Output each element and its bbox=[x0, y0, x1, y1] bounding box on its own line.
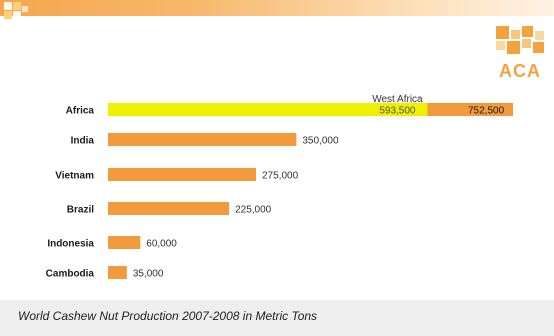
bar-indonesia bbox=[108, 236, 141, 249]
bar-cambodia bbox=[108, 266, 127, 279]
category-label: Cambodia bbox=[46, 269, 95, 280]
data-label: 275,000 bbox=[262, 171, 299, 182]
bar-segment-west-africa bbox=[108, 103, 428, 116]
data-label: 35,000 bbox=[133, 269, 164, 280]
corner-logo-icon bbox=[4, 2, 28, 19]
header-bar bbox=[0, 0, 554, 16]
category-label: India bbox=[71, 136, 95, 147]
category-label: Vietnam bbox=[55, 171, 94, 182]
bar-india bbox=[108, 133, 297, 146]
data-label: 350,000 bbox=[302, 136, 339, 147]
category-label: Indonesia bbox=[47, 239, 94, 250]
data-label: 60,000 bbox=[146, 239, 177, 250]
data-label: 752,500 bbox=[468, 106, 505, 117]
annotation-label: West Africa bbox=[372, 94, 423, 105]
annotation-value-label: 593,500 bbox=[379, 106, 416, 117]
caption-bar: World Cashew Nut Production 2007-2008 in… bbox=[0, 300, 554, 336]
category-label: Brazil bbox=[67, 205, 94, 216]
bar-vietnam bbox=[108, 168, 257, 181]
chart-caption: World Cashew Nut Production 2007-2008 in… bbox=[18, 309, 318, 323]
aca-logo-icon bbox=[496, 26, 544, 54]
data-label: 225,000 bbox=[235, 205, 272, 216]
category-label: Africa bbox=[66, 106, 95, 117]
bar-brazil bbox=[108, 202, 230, 215]
aca-logo-text: ACA bbox=[499, 61, 541, 81]
